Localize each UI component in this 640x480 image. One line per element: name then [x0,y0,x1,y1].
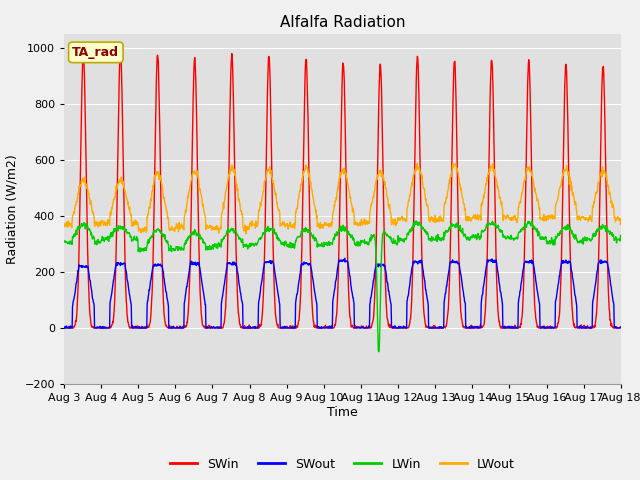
Legend: SWin, SWout, LWin, LWout: SWin, SWout, LWin, LWout [165,453,520,476]
Title: Alfalfa Radiation: Alfalfa Radiation [280,15,405,30]
Y-axis label: Radiation (W/m2): Radiation (W/m2) [6,154,19,264]
X-axis label: Time: Time [327,406,358,419]
Text: TA_rad: TA_rad [72,46,119,59]
